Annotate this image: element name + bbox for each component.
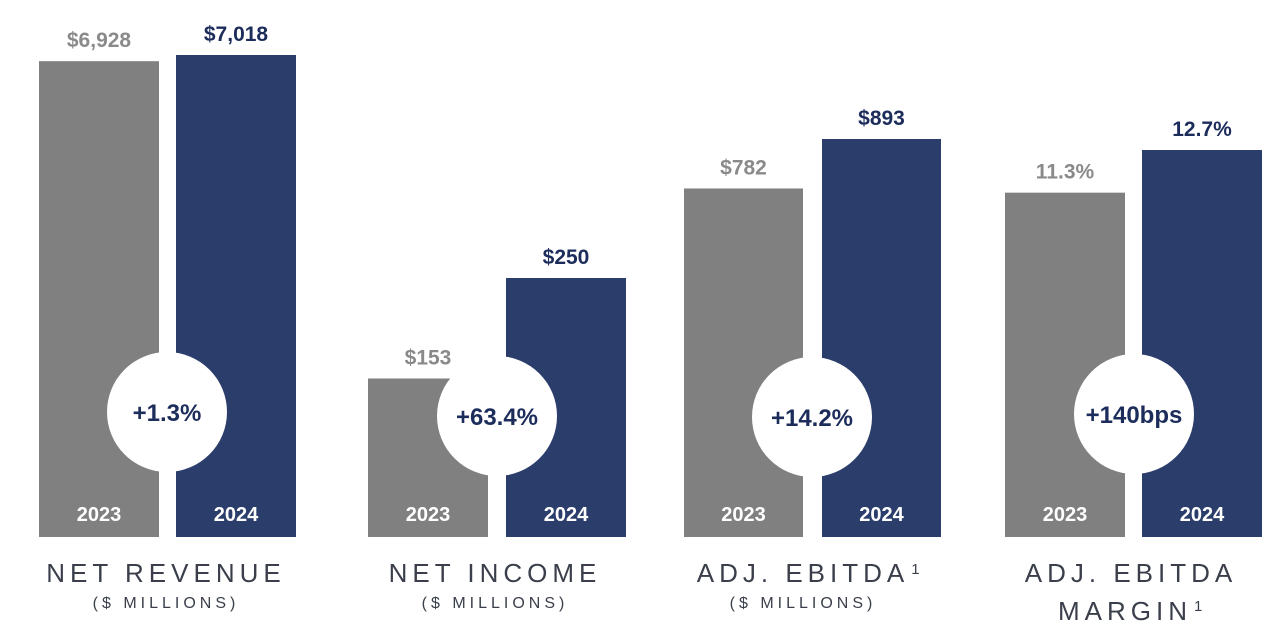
- chart-subtitle: ($ MILLIONS): [422, 595, 569, 612]
- change-label: +1.3%: [133, 400, 202, 427]
- data-label: $782: [720, 156, 767, 179]
- title-superscript: 1: [911, 561, 919, 578]
- bar-2024: [1142, 150, 1262, 537]
- change-badge: [107, 352, 227, 472]
- data-label: $153: [405, 346, 452, 369]
- data-label: $7,018: [204, 23, 269, 46]
- change-badge: [437, 356, 557, 476]
- category-label: 2024: [1180, 504, 1225, 526]
- category-label: 2023: [406, 504, 451, 526]
- chart-title: ADJ. EBITDA: [1025, 558, 1237, 588]
- change-label: +140bps: [1086, 402, 1183, 429]
- chart-title: NET INCOME: [389, 558, 602, 588]
- chart-subtitle: ($ MILLIONS): [93, 595, 240, 612]
- category-label: 2024: [544, 504, 589, 526]
- title-superscript: 1: [1194, 598, 1202, 615]
- chart-subtitle: ($ MILLIONS): [730, 595, 877, 612]
- category-label: 2023: [1043, 504, 1088, 526]
- data-label: $893: [858, 107, 905, 130]
- change-badge: [752, 357, 872, 477]
- change-label: +63.4%: [456, 404, 538, 431]
- data-label: $250: [543, 246, 590, 269]
- data-label: 11.3%: [1036, 161, 1095, 184]
- category-label: 2023: [721, 504, 766, 526]
- category-label: 2023: [77, 504, 122, 526]
- change-label: +14.2%: [771, 405, 853, 432]
- category-label: 2024: [214, 504, 259, 526]
- bar-2023: [684, 188, 803, 538]
- data-label: 12.7%: [1172, 118, 1232, 141]
- chart-title: ADJ. EBITDA: [697, 558, 909, 588]
- bar-2024: [822, 139, 941, 537]
- category-label: 2024: [859, 504, 904, 526]
- change-badge: [1074, 354, 1194, 474]
- chart-title-line2: MARGIN: [1058, 596, 1192, 626]
- chart-title: NET REVENUE: [46, 558, 285, 588]
- data-label: $6,928: [67, 29, 132, 52]
